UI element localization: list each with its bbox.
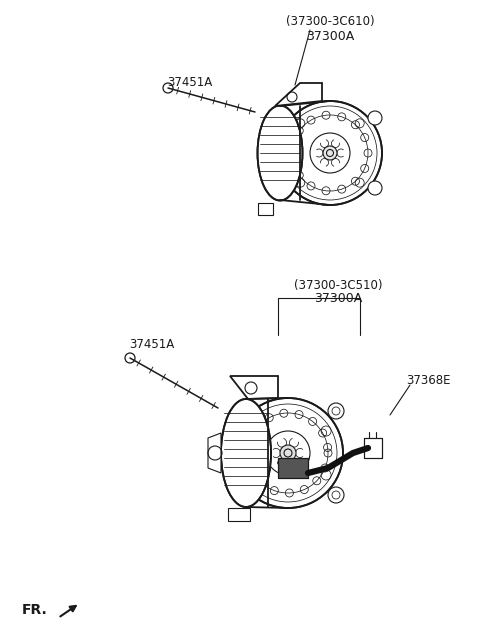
Bar: [364, 438, 382, 458]
Circle shape: [280, 445, 296, 461]
Text: 37300A: 37300A: [306, 30, 354, 42]
Polygon shape: [208, 433, 221, 473]
Text: 37300A: 37300A: [314, 293, 362, 305]
Polygon shape: [275, 83, 322, 106]
Bar: [258, 203, 273, 215]
Text: (37300-3C510): (37300-3C510): [294, 278, 382, 291]
Text: 37451A: 37451A: [168, 75, 213, 89]
Circle shape: [323, 146, 337, 160]
Ellipse shape: [221, 399, 271, 507]
Bar: [278, 458, 308, 478]
Text: 37451A: 37451A: [130, 338, 175, 350]
Circle shape: [328, 403, 344, 419]
Circle shape: [368, 111, 382, 125]
Text: FR.: FR.: [22, 603, 48, 617]
Circle shape: [278, 101, 382, 205]
Circle shape: [368, 181, 382, 195]
Bar: [228, 508, 250, 521]
Ellipse shape: [257, 105, 302, 201]
Bar: [364, 438, 382, 458]
Bar: [278, 458, 308, 478]
Polygon shape: [230, 376, 278, 399]
Text: (37300-3C610): (37300-3C610): [286, 15, 374, 28]
Text: 37368E: 37368E: [406, 374, 450, 386]
Circle shape: [233, 398, 343, 508]
Circle shape: [328, 487, 344, 503]
